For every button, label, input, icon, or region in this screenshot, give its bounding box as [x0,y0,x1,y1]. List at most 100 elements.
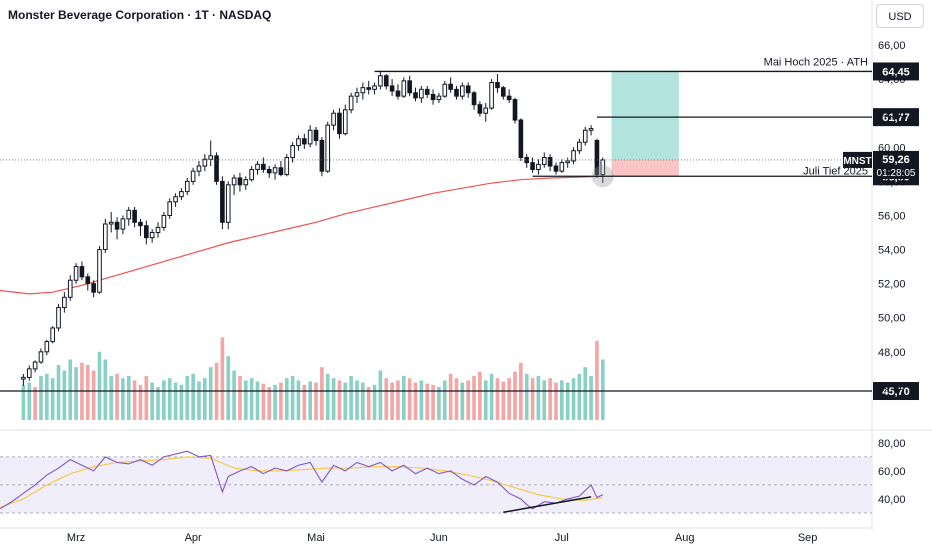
candle-body [471,92,477,106]
volume-bar [536,376,541,420]
volume-bar [144,376,149,420]
candle-body [465,85,471,94]
chart-title: Monster Beverage Corporation · 1T · NASD… [8,8,272,22]
candle-body [483,107,489,114]
candle-body [184,180,190,193]
candle-body [79,266,85,278]
volume-bar [560,380,564,420]
volume-bar [530,378,535,420]
volume-bar [91,370,96,420]
last-price-badge [873,150,919,179]
candle-body [190,170,196,182]
candle-body [331,112,336,126]
candle-body [38,351,44,363]
volume-bar [442,380,447,420]
rsi-layer [0,450,872,514]
volume-bar [243,380,248,420]
volume-bar [109,376,114,420]
volume-bar [366,387,371,420]
volume-bar [261,383,266,420]
candle-body [530,162,535,170]
target-zone [611,71,679,160]
candle-body [372,85,377,90]
volume-bar [583,367,588,420]
volume-bar [284,378,289,420]
volume-bar [472,376,476,420]
price-tick-label: 48,00 [878,347,906,359]
rsi-ma-line [0,456,603,508]
candle-body [436,95,442,101]
symbol-badge [843,151,872,168]
volume-bar [197,381,201,420]
volume-bar [21,384,26,420]
candle-body [196,165,202,172]
candle-body [383,75,389,87]
candle-body [266,168,272,174]
candle-body [454,88,459,97]
volume-bar [115,373,119,420]
volume-bar [203,378,207,420]
rsi-tick-label: 80,00 [878,438,906,450]
volume-bar [577,373,582,420]
candle-body [536,163,541,170]
symbol-label: MNST [843,156,871,167]
time-tick-label: Jul [555,532,569,544]
candle-body [313,129,319,141]
level-label: 64,45 [882,66,910,78]
volume-bar [320,367,324,420]
volume-bar [337,380,342,420]
candle-body [132,209,137,223]
candle-body [296,138,301,147]
sma-line [0,175,603,295]
candle-body [506,95,512,101]
candle-body [103,223,108,251]
candle-body [600,159,606,176]
candle-body [389,85,395,92]
candle-body [26,368,32,378]
volume-bar [437,387,441,420]
candle-body [62,296,67,309]
volume-bar [355,380,359,420]
candle-body [21,376,26,380]
volume-bar [290,376,295,420]
rsi-line [0,450,604,510]
level-badge [873,62,919,81]
volume-bar [325,373,330,420]
candle-body [378,75,383,87]
volume-bar [501,381,506,420]
candle-body [512,99,518,121]
volume-bar [571,378,576,420]
volume-bar [279,382,283,420]
candle-body [173,196,178,203]
volume-bar [361,382,365,420]
candle-body [571,150,576,162]
volume-bar [121,378,125,420]
candle-body [255,163,260,170]
volume-bar [132,380,137,420]
price-tick-label: 66,00 [878,40,906,52]
candle-body [225,184,231,223]
candle-body [85,276,91,285]
candle-body [518,119,524,159]
currency-button[interactable]: USD [876,4,924,28]
volume-bar [489,373,494,420]
candle-body [342,109,348,135]
candle-body [547,157,553,167]
candle-body [91,283,96,293]
candle-body [354,92,360,97]
candle-body [149,232,155,239]
volume-bar [267,387,272,420]
volume-bar [407,378,412,420]
volume-bar [448,373,453,420]
volume-bar [45,373,49,420]
volume-bar [507,378,511,420]
volume-bar [103,359,108,420]
candle-body [594,139,600,176]
volume-bar [150,382,154,420]
level-label: 61,77 [882,112,910,124]
level-note: Juli Tief 2025 [803,165,868,177]
position-layer [611,71,679,177]
volume-bar [554,382,558,420]
volume-bar [74,367,78,420]
